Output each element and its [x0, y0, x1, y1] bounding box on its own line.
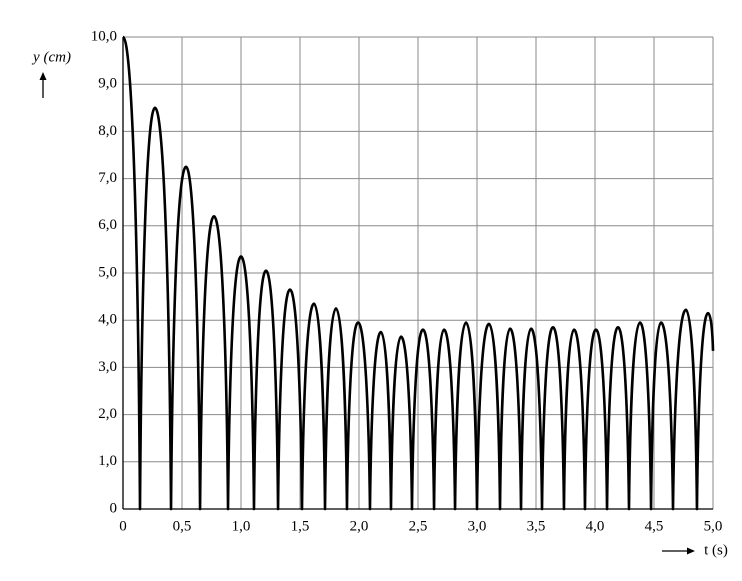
x-tick-label: 5,0 [704, 518, 723, 534]
x-tick-label: 2,0 [350, 518, 369, 534]
y-arrowhead [39, 72, 47, 80]
x-tick-label: 4,5 [645, 518, 664, 534]
x-tick-label: 4,0 [586, 518, 605, 534]
y-tick-label: 0 [110, 500, 118, 516]
x-tick-label: 1,0 [232, 518, 251, 534]
data-line [121, 35, 715, 511]
y-tick-label: 4,0 [98, 312, 117, 328]
y-axis-label: y (cm) [31, 49, 71, 65]
y-tick-label: 2,0 [98, 406, 117, 422]
x-tick-label: 1,5 [291, 518, 310, 534]
y-tick-label: 5,0 [98, 264, 117, 280]
x-tick-label: 0,5 [173, 518, 192, 534]
y-tick-label: 9,0 [98, 76, 117, 92]
x-tick-label: 3,0 [468, 518, 487, 534]
y-tick-label: 3,0 [98, 359, 117, 375]
y-tick-label: 6,0 [98, 217, 117, 233]
x-arrowhead [687, 547, 695, 555]
x-tick-label: 2,5 [409, 518, 428, 534]
y-tick-label: 1,0 [98, 453, 117, 469]
x-tick-label: 0 [119, 518, 127, 534]
x-axis-label: t (s) [704, 542, 728, 558]
x-tick-label: 3,5 [527, 518, 546, 534]
y-tick-label: 8,0 [98, 123, 117, 139]
y-tick-label: 10,0 [91, 28, 117, 44]
grid [122, 36, 714, 510]
y-tick-label: 7,0 [98, 170, 117, 186]
